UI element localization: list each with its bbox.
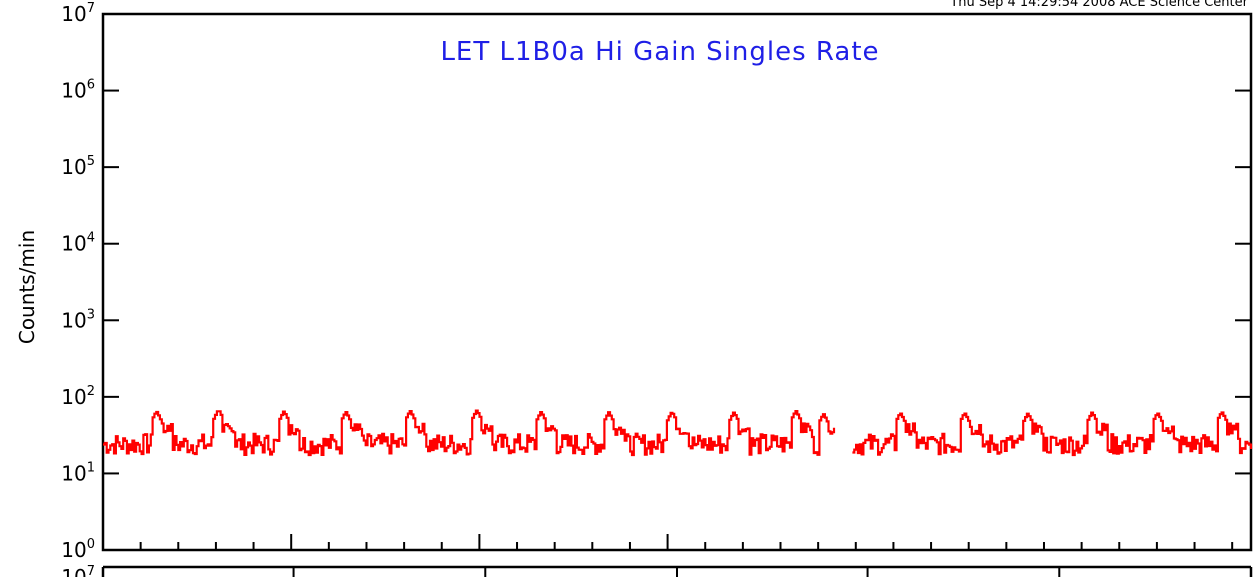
y-tick-labels: 100 101 102 103 104 105 106 107 bbox=[61, 1, 95, 562]
y-tick-label: 105 bbox=[61, 154, 95, 179]
series-line-left bbox=[103, 409, 836, 457]
y-tick-label: 100 bbox=[61, 537, 95, 562]
plot-axes bbox=[101, 12, 1253, 552]
y-tick-label: 101 bbox=[61, 460, 95, 485]
lower-panel-tick-label: 107 bbox=[61, 564, 95, 577]
series-group bbox=[103, 409, 1253, 457]
y-tick-label: 107 bbox=[61, 1, 95, 26]
y-tick-label: 104 bbox=[61, 231, 95, 256]
series-line-right bbox=[852, 411, 1253, 457]
timestamp-label: Thu Sep 4 14:29:54 2008 ACE Science Cent… bbox=[949, 0, 1248, 10]
y-tick-label: 102 bbox=[61, 384, 95, 409]
lower-panel: 107 bbox=[61, 564, 1253, 577]
chart-title: LET L1B0a Hi Gain Singles Rate bbox=[440, 37, 879, 67]
y-axis-label: Counts/min bbox=[15, 230, 39, 344]
plot-frame bbox=[101, 12, 1253, 552]
y-tick-label: 106 bbox=[61, 78, 95, 103]
y-tick-label: 103 bbox=[61, 307, 95, 332]
